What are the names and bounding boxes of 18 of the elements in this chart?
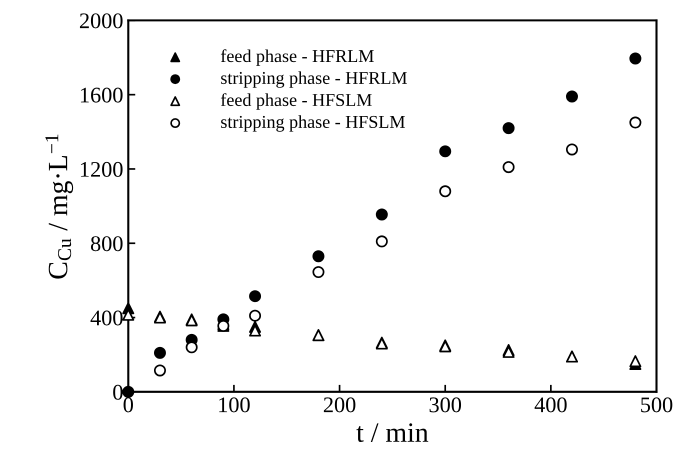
x-tick-label: 0 <box>124 397 133 412</box>
y-tick-label: 1600 <box>80 88 123 103</box>
x-axis-title: t / min <box>356 423 428 442</box>
x-tick-label: 100 <box>219 397 250 412</box>
y-tick-label: 1200 <box>80 162 123 177</box>
x-tick-label: 300 <box>430 397 462 412</box>
y-tick-label: 2000 <box>80 13 123 28</box>
legend-label: feed phase - HFRLM <box>220 49 374 66</box>
legend-label: stripping phase - HFRLM <box>221 71 407 88</box>
legend-label: stripping phase - HFSLM <box>221 115 405 132</box>
y-tick-label: 0 <box>113 384 123 400</box>
x-tick-label: 500 <box>641 397 672 412</box>
legend-label: feed phase - HFSLM <box>220 93 372 110</box>
y-tick-label: 400 <box>90 310 123 326</box>
x-tick-label: 200 <box>324 397 356 412</box>
x-tick-label: 400 <box>534 397 567 412</box>
y-tick-label: 800 <box>90 236 123 252</box>
y-axis-title: C$_{Cu}$ / mg·L$^{−1}$ <box>45 134 74 279</box>
